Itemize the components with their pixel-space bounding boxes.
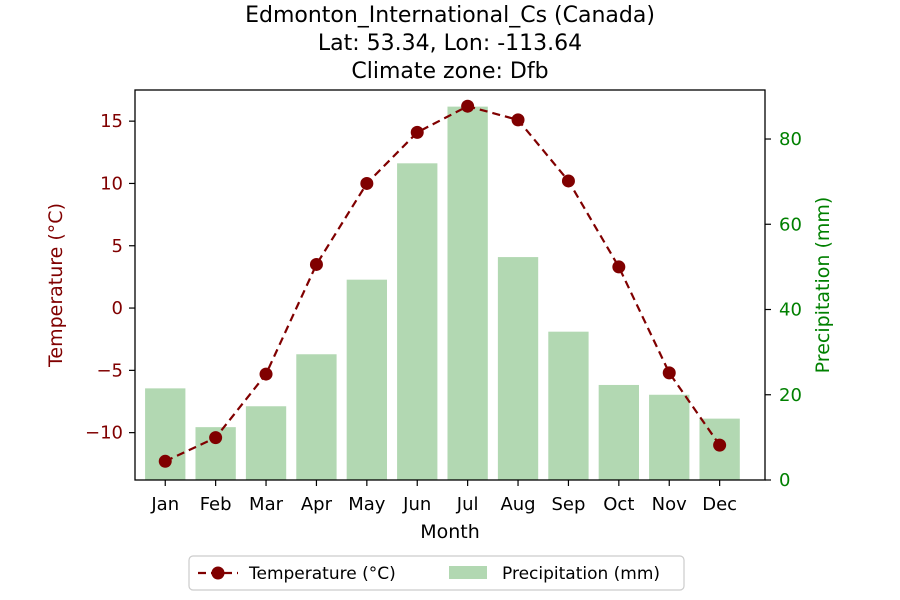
- precip-bar-sep: [548, 331, 589, 480]
- temperature-point-oct: [612, 260, 626, 274]
- x-tick-label: Oct: [603, 494, 634, 515]
- left-tick-label: 5: [112, 236, 123, 257]
- title-line-1: Edmonton_International_Cs (Canada): [245, 3, 655, 28]
- x-axis-label: Month: [420, 521, 480, 543]
- left-tick-label: 10: [100, 173, 123, 194]
- temperature-point-apr: [309, 257, 323, 271]
- x-tick-label: Jun: [402, 494, 431, 515]
- x-tick-label: Dec: [702, 494, 737, 515]
- precipitation-bars: [145, 106, 740, 481]
- temperature-point-sep: [561, 174, 575, 188]
- precip-bar-jun: [397, 163, 438, 481]
- precip-bar-may: [346, 279, 387, 480]
- left-tick-label: −5: [96, 360, 123, 381]
- plot-frame: [134, 89, 766, 481]
- legend: Temperature (°C) Precipitation (mm): [188, 555, 685, 591]
- temperature-point-jan: [158, 454, 172, 468]
- temperature-point-may: [360, 176, 374, 190]
- x-tick-label: Mar: [249, 494, 284, 515]
- x-tick-label: Jul: [456, 494, 479, 515]
- precip-bar-mar: [245, 406, 287, 480]
- x-axis: Jan Feb Mar Apr May Jun Jul Aug Sep Oct Nov Dec: [150, 480, 737, 515]
- temperature-point-aug: [511, 113, 525, 127]
- y-axis-label-left: Temperature (°C): [45, 203, 67, 368]
- legend-box: [188, 555, 685, 591]
- legend-temperature-label: Temperature (°C): [248, 564, 396, 584]
- x-tick-label: Feb: [200, 494, 232, 515]
- temperature-line: [164, 105, 721, 463]
- legend-precipitation-label: Precipitation (mm): [502, 564, 660, 584]
- left-tick-label: 15: [100, 111, 123, 132]
- right-y-axis: 0 20 40 60 80: [765, 129, 802, 491]
- chart-title: Edmonton_International_Cs (Canada) Lat: 5…: [245, 3, 655, 84]
- temperature-point-mar: [259, 367, 273, 381]
- title-line-2: Lat: 53.34, Lon: -113.64: [318, 31, 582, 56]
- right-tick-label: 40: [779, 300, 802, 321]
- temperature-point-jul: [461, 99, 475, 113]
- x-tick-label: Nov: [652, 494, 687, 515]
- title-line-3: Climate zone: Dfb: [351, 59, 548, 84]
- left-tick-label: 0: [112, 298, 123, 319]
- left-tick-label: −10: [85, 423, 123, 444]
- right-tick-label: 0: [779, 470, 790, 491]
- x-tick-label: Jan: [150, 494, 179, 515]
- x-tick-label: Aug: [500, 494, 535, 515]
- right-tick-label: 60: [779, 214, 802, 235]
- precip-bar-apr: [296, 354, 337, 480]
- precip-bar-aug: [497, 257, 539, 480]
- right-tick-label: 20: [779, 385, 802, 406]
- precip-bar-nov: [649, 394, 690, 480]
- y-axis-label-right: Precipitation (mm): [812, 197, 834, 374]
- temperature-point-nov: [662, 366, 676, 380]
- x-tick-label: Sep: [551, 494, 585, 515]
- x-tick-label: Apr: [301, 494, 333, 515]
- right-tick-label: 80: [779, 129, 802, 150]
- temperature-point-feb: [209, 431, 223, 445]
- left-y-axis: −10 −5 0 5 10 15: [85, 111, 135, 444]
- legend-precipitation-swatch: [449, 566, 487, 579]
- legend-temperature-marker: [211, 566, 225, 580]
- temperature-point-dec: [713, 438, 727, 452]
- precip-bar-jul: [447, 106, 488, 480]
- precip-bar-oct: [598, 384, 639, 480]
- x-tick-label: May: [348, 494, 386, 515]
- temperature-point-jun: [410, 125, 424, 139]
- temperature-line-layer: [158, 99, 727, 468]
